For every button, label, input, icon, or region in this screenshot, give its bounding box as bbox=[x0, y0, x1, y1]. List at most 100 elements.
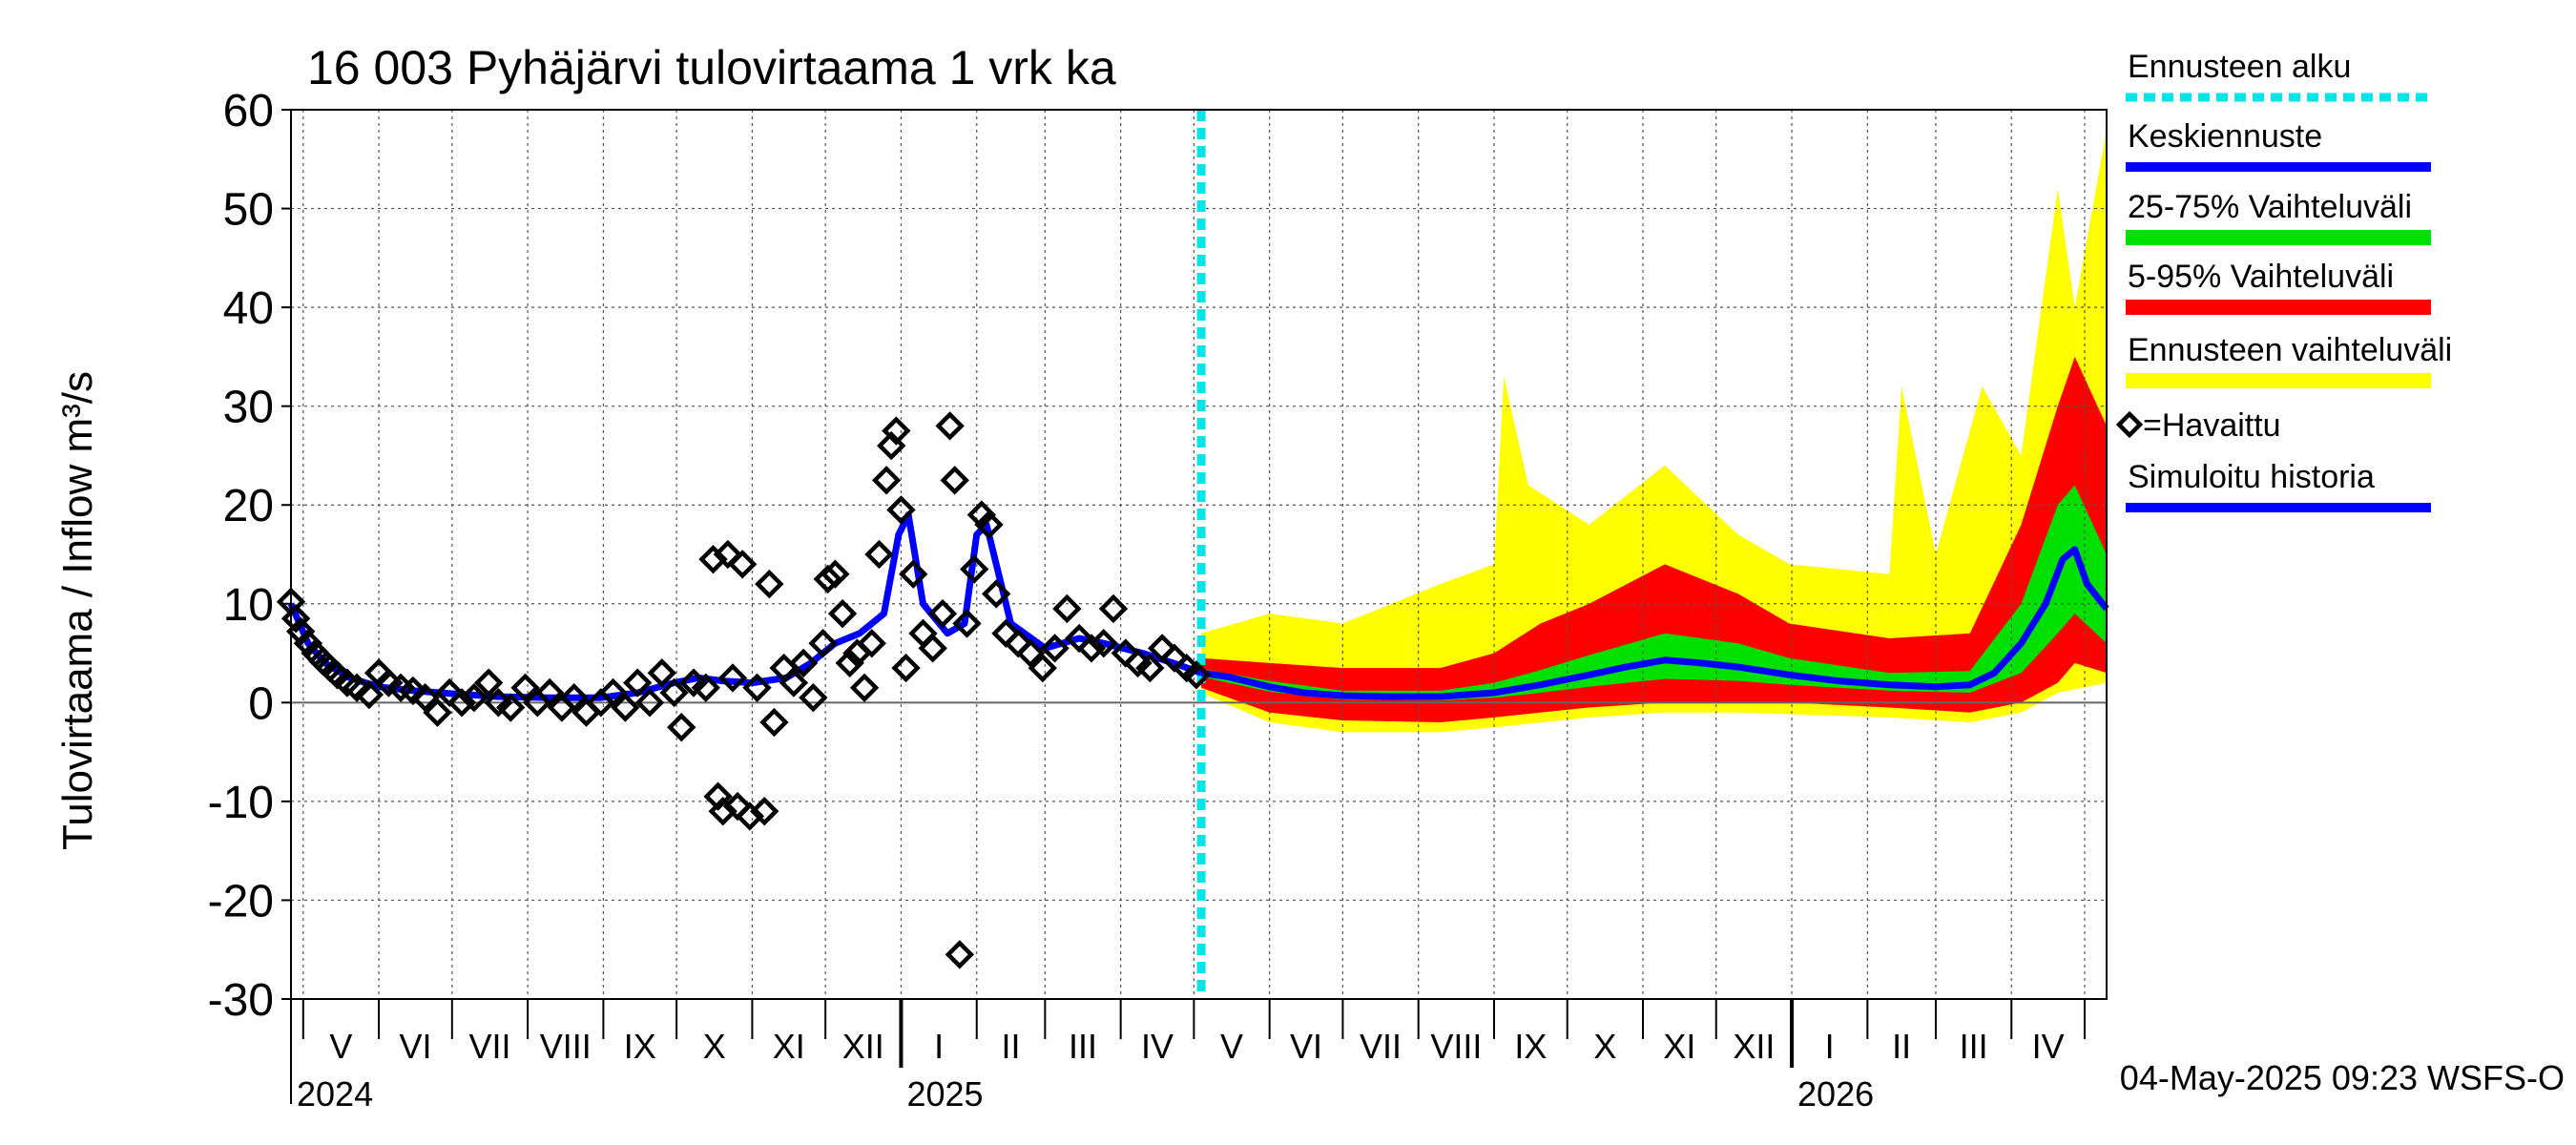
band-1 bbox=[1201, 129, 2107, 733]
observed-point bbox=[945, 940, 975, 969]
observed-point bbox=[799, 682, 828, 713]
observed-point bbox=[496, 693, 526, 722]
observed-point bbox=[703, 781, 733, 811]
y-tick-label: -10 bbox=[208, 778, 274, 828]
observed-point bbox=[935, 411, 965, 441]
x-month-label: III bbox=[1069, 1027, 1097, 1066]
legend-label: Ennusteen vaihteluväli bbox=[2128, 332, 2452, 368]
observed-point bbox=[647, 658, 676, 688]
observed-point bbox=[342, 673, 372, 702]
y-tick-label: 10 bbox=[223, 580, 274, 631]
x-year-label: 2025 bbox=[906, 1074, 983, 1114]
series-lines bbox=[287, 110, 2109, 999]
observed-point bbox=[659, 677, 689, 708]
observed-point bbox=[286, 616, 316, 646]
observed-point bbox=[1089, 629, 1118, 658]
y-tick-label: 20 bbox=[223, 481, 274, 531]
legend-label: =Havaittu bbox=[2143, 407, 2281, 444]
x-month-label: VI bbox=[1290, 1027, 1322, 1066]
x-month-label: X bbox=[703, 1027, 726, 1066]
legend-label: Simuloitu historia bbox=[2128, 459, 2375, 495]
observed-point bbox=[827, 598, 858, 629]
observed-point bbox=[742, 673, 772, 702]
legend-label: 5-95% Vaihteluväli bbox=[2128, 259, 2394, 295]
y-tick-label: -30 bbox=[208, 975, 274, 1026]
x-year-label: 2026 bbox=[1797, 1074, 1874, 1114]
observed-point bbox=[1052, 593, 1082, 624]
observed-point bbox=[735, 802, 765, 831]
observed-point bbox=[960, 554, 989, 584]
observed-point bbox=[871, 466, 902, 495]
observed-point bbox=[410, 682, 440, 713]
plot-frame bbox=[290, 109, 2108, 1000]
y-tick-label: 50 bbox=[223, 185, 274, 236]
x-year-label: 2024 bbox=[297, 1074, 373, 1114]
observed-point bbox=[534, 677, 565, 708]
simulated-history-line bbox=[287, 511, 1203, 701]
x-month-label: I bbox=[1825, 1027, 1835, 1066]
observed-point bbox=[1076, 634, 1107, 663]
observed-point bbox=[886, 495, 916, 525]
observed-point bbox=[1098, 593, 1129, 624]
y-tick-label: 60 bbox=[223, 86, 274, 136]
legend: Ennusteen alku Keskiennuste 25-75% Vaihtel… bbox=[2115, 49, 2452, 512]
observed-point bbox=[835, 648, 864, 678]
observed-point bbox=[473, 668, 504, 697]
observed-point bbox=[1028, 653, 1057, 683]
x-month-label: IX bbox=[1514, 1027, 1547, 1066]
x-month-label: VIII bbox=[540, 1027, 592, 1066]
forecast-bands bbox=[1201, 129, 2107, 733]
legend-diamond bbox=[2115, 410, 2144, 439]
legend-label: 25-75% Vaihteluväli bbox=[2128, 189, 2412, 225]
x-month-label: IX bbox=[624, 1027, 656, 1066]
observed-point bbox=[899, 559, 928, 589]
y-axis-label: Tulovirtaama / Inflow m³/s bbox=[54, 371, 101, 850]
observed-point bbox=[882, 416, 911, 446]
observed-point bbox=[708, 797, 737, 826]
x-month-label: IV bbox=[2032, 1027, 2065, 1066]
timestamp-label: 04-May-2025 09:23 WSFS-O bbox=[2120, 1058, 2565, 1097]
y-tick-label: 0 bbox=[248, 678, 274, 729]
band-3 bbox=[1201, 485, 2107, 701]
observed-point bbox=[821, 559, 850, 589]
observed-point bbox=[1135, 653, 1165, 683]
legend-label: Ennusteen alku bbox=[2128, 49, 2351, 85]
median-forecast-line bbox=[1200, 546, 2109, 700]
observed-point bbox=[634, 688, 665, 718]
observed-point bbox=[918, 634, 947, 663]
observed-point bbox=[864, 539, 894, 570]
x-month-label: V bbox=[329, 1027, 352, 1066]
observed-point bbox=[891, 653, 921, 683]
x-month-label: II bbox=[1002, 1027, 1021, 1066]
x-month-label: I bbox=[934, 1027, 944, 1066]
x-month-label: X bbox=[1593, 1027, 1616, 1066]
observed-point bbox=[940, 466, 969, 495]
observed-point bbox=[611, 693, 640, 722]
observed-point bbox=[952, 609, 982, 638]
x-month-label: XII bbox=[1733, 1027, 1775, 1066]
observed-points bbox=[276, 411, 1212, 969]
observed-point bbox=[759, 707, 789, 738]
legend-swatch bbox=[2126, 373, 2431, 388]
x-month-label: XI bbox=[1663, 1027, 1695, 1066]
observed-point bbox=[974, 510, 1004, 540]
observed-point bbox=[510, 673, 540, 702]
x-month-label: XII bbox=[842, 1027, 884, 1066]
observed-point bbox=[423, 697, 452, 727]
observed-point bbox=[459, 682, 489, 713]
observed-point bbox=[447, 688, 477, 718]
legend-swatch bbox=[2126, 300, 2431, 315]
x-month-label: XI bbox=[773, 1027, 805, 1066]
observed-point bbox=[713, 539, 743, 570]
observed-point bbox=[1040, 634, 1070, 663]
observed-point bbox=[691, 673, 721, 702]
observed-point bbox=[280, 604, 311, 634]
observed-point bbox=[779, 668, 809, 697]
x-month-label: III bbox=[1960, 1027, 1988, 1066]
y-tick-label: 40 bbox=[223, 283, 274, 334]
x-month-label: VII bbox=[468, 1027, 510, 1066]
y-tick-label: 30 bbox=[223, 383, 274, 433]
observed-point bbox=[788, 648, 819, 678]
observed-point bbox=[750, 797, 779, 826]
